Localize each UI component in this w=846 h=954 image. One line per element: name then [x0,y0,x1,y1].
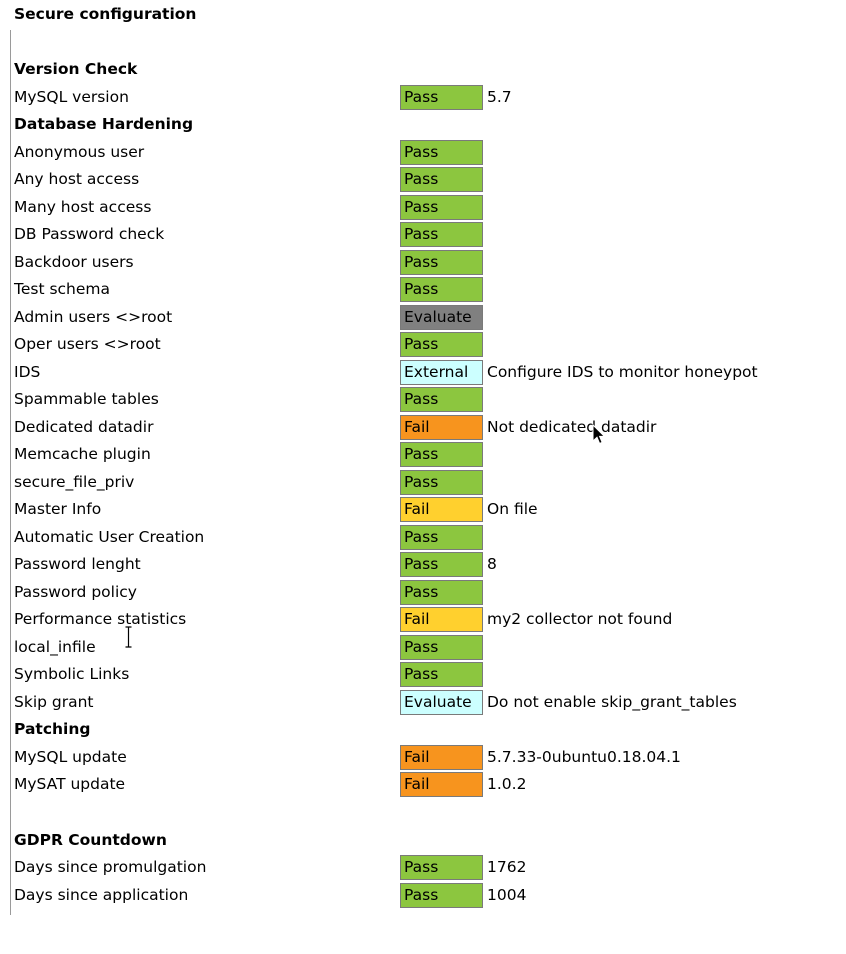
check-row: MySQL update Fail 5.7.33-0ubuntu0.18.04.1 [0,744,846,772]
check-detail: 1762 [487,858,527,876]
check-label: MySQL update [14,747,127,766]
check-label: MySAT update [14,775,126,793]
status-badge: Pass [400,524,483,550]
status-badge: Pass [400,387,483,412]
left-margin-rule [10,30,11,915]
check-label: Password policy [14,582,137,601]
check-label: Many host access [14,197,152,216]
check-label: local_infile [14,637,96,656]
check-label: IDS [14,362,41,381]
check-label: Memcache plugin [14,445,151,463]
status-badge: Pass [400,882,483,908]
status-badge: Pass [400,634,483,660]
status-badge: Pass [400,84,483,110]
title-spacer [0,28,846,56]
check-label: Password lenght [14,555,141,573]
check-row: Days since promulgation Pass 1762 [0,854,846,882]
check-row: Symbolic Links Pass [0,661,846,689]
status-badge: Pass [400,332,483,357]
check-detail: 8 [487,555,497,573]
status-badge: Pass [400,222,483,247]
check-label: Symbolic Links [14,665,130,683]
check-row: Oper users <>root Pass [0,331,846,359]
check-label: Any host access [14,170,140,188]
check-row: Spammable tables Pass [0,386,846,414]
check-row: Performance statistics Fail my2 collector … [0,606,846,634]
section-heading: GDPR Countdown [14,830,167,849]
status-badge: Fail [400,607,483,632]
check-row: Backdoor users Pass [0,249,846,277]
check-row: Admin users <>root Evaluate [0,304,846,332]
check-row: local_infile Pass [0,634,846,662]
check-detail: Do not enable skip_grant_tables [487,692,737,711]
check-label: Test schema [14,280,111,298]
check-label: Spammable tables [14,390,159,408]
status-badge: Pass [400,249,483,275]
check-row: MySQL version Pass 5.7 [0,84,846,112]
check-detail: 5.7 [487,87,512,106]
check-row: Password policy Pass [0,579,846,607]
check-label: Anonymous user [14,142,145,161]
check-detail: 1.0.2 [487,775,527,793]
check-label: Master Info [14,500,102,518]
check-row: MySAT update Fail 1.0.2 [0,771,846,799]
check-row: Anonymous user Pass [0,139,846,167]
check-label: MySQL version [14,87,129,106]
check-label: Days since application [14,885,189,904]
status-badge: Pass [400,277,483,302]
check-row: Skip grant Evaluate Do not enable skip_gra… [0,689,846,717]
status-badge: Pass [400,855,483,880]
status-badge: Pass [400,167,483,192]
check-label: DB Password check [14,225,165,243]
status-badge: Pass [400,469,483,495]
check-row: IDS External Configure IDS to monitor hone… [0,359,846,387]
check-label: Oper users <>root [14,335,161,353]
check-label: Skip grant [14,692,94,711]
check-row: Automatic User Creation Pass [0,524,846,552]
check-label: Automatic User Creation [14,527,205,546]
check-detail: Not dedicated datadir [487,417,657,436]
check-row: Master Info Fail On file [0,496,846,524]
check-row: DB Password check Pass [0,221,846,249]
status-badge: Pass [400,662,483,687]
check-row: Password lenght Pass 8 [0,551,846,579]
section-spacer [0,799,846,827]
check-row: Dedicated datadir Fail Not dedicated datad… [0,414,846,442]
status-badge: Fail [400,744,483,770]
section-heading: Database Hardening [14,115,194,133]
check-label: Admin users <>root [14,307,173,326]
check-detail: 5.7.33-0ubuntu0.18.04.1 [487,747,681,766]
check-row: Test schema Pass [0,276,846,304]
status-badge: External [400,359,483,385]
section-heading: Version Check [14,60,138,78]
check-row: Many host access Pass [0,194,846,222]
status-badge: Pass [400,552,483,577]
secure-configuration-report: Secure configuration Version Check MySQL … [0,5,846,910]
check-row: Days since application Pass 1004 [0,882,846,910]
check-row: Memcache plugin Pass [0,441,846,469]
status-badge: Pass [400,139,483,165]
status-badge: Fail [400,414,483,440]
check-row: secure_file_priv Pass [0,469,846,497]
check-label: Performance statistics [14,610,187,628]
check-detail: my2 collector not found [487,610,673,628]
check-label: Backdoor users [14,252,134,271]
status-badge: Pass [400,194,483,220]
status-badge: Evaluate [400,689,483,715]
check-row: Any host access Pass [0,166,846,194]
check-detail: 1004 [487,885,527,904]
status-badge: Fail [400,497,483,522]
status-badge: Evaluate [400,304,483,330]
check-label: secure_file_priv [14,472,135,491]
section-heading: Patching [14,720,91,738]
page-title: Secure configuration [14,5,197,23]
check-detail: Configure IDS to monitor honeypot [487,362,758,381]
check-label: Dedicated datadir [14,417,154,436]
status-badge: Pass [400,442,483,467]
check-detail: On file [487,500,538,518]
check-label: Days since promulgation [14,858,207,876]
status-badge: Fail [400,772,483,797]
status-badge: Pass [400,579,483,605]
